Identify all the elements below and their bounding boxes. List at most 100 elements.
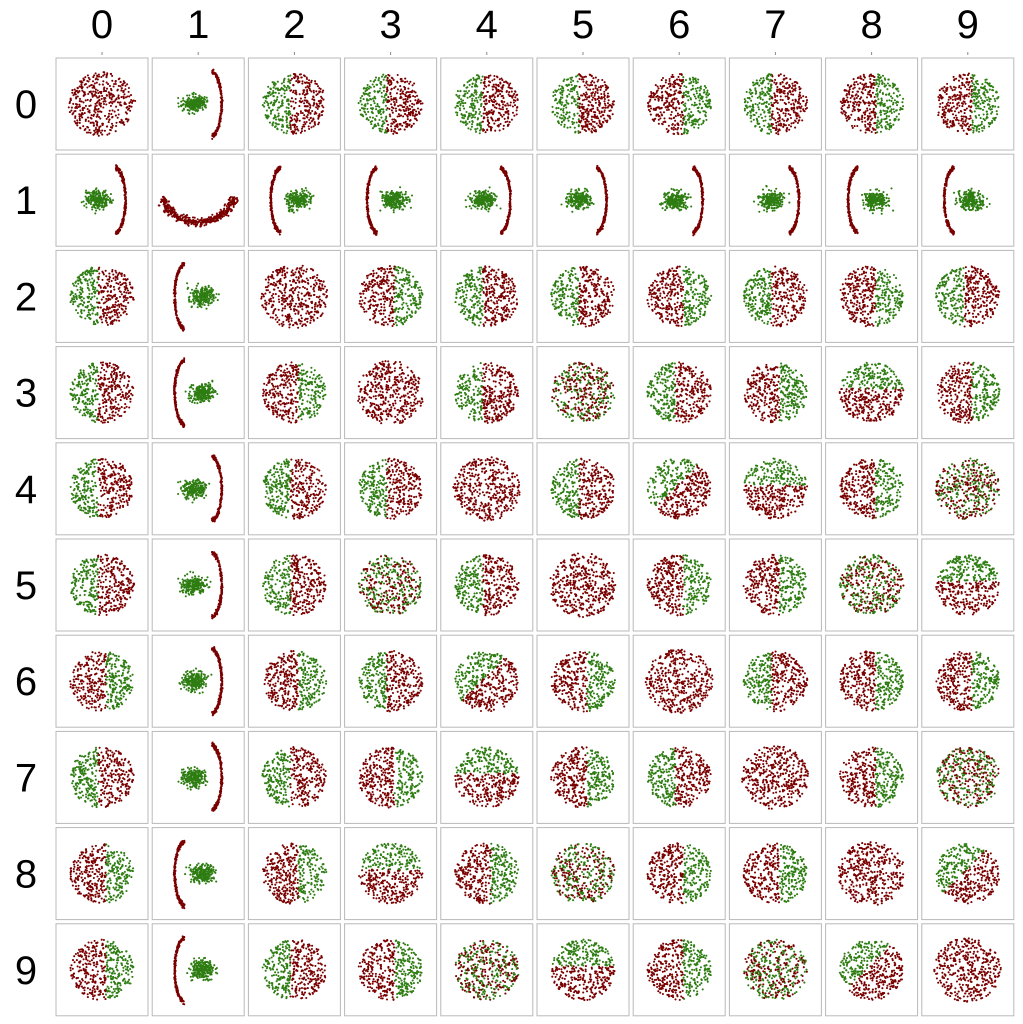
scatter-point bbox=[688, 77, 691, 80]
scatter-point bbox=[599, 85, 602, 88]
scatter-point bbox=[698, 99, 701, 102]
scatter-point bbox=[409, 119, 412, 122]
scatter-point bbox=[848, 93, 851, 96]
scatter-point bbox=[493, 122, 496, 125]
scatter-point bbox=[672, 106, 675, 109]
scatter-point bbox=[485, 111, 488, 114]
scatter-point bbox=[943, 85, 946, 88]
scatter-point bbox=[475, 99, 479, 102]
scatter-point bbox=[563, 78, 566, 81]
scatter-point bbox=[159, 200, 162, 204]
scatter-point bbox=[129, 109, 132, 112]
scatter-point bbox=[365, 113, 368, 116]
scatter-point bbox=[937, 111, 940, 114]
scatter-point bbox=[567, 88, 570, 92]
scatter-point bbox=[483, 108, 486, 112]
scatter-point bbox=[570, 90, 574, 93]
scatter-point bbox=[102, 96, 106, 100]
scatter-point bbox=[767, 103, 771, 106]
scatter-point bbox=[120, 96, 123, 99]
scatter-point bbox=[97, 134, 100, 137]
scatter-point bbox=[891, 97, 894, 100]
scatter-point bbox=[220, 112, 223, 115]
scatter-point bbox=[985, 117, 988, 120]
row-label: 4 bbox=[15, 468, 37, 512]
scatter-point bbox=[108, 109, 111, 112]
scatter-point bbox=[785, 119, 788, 122]
scatter-point bbox=[844, 101, 847, 104]
scatter-point bbox=[878, 122, 881, 125]
scatter-point bbox=[128, 104, 131, 107]
scatter-point bbox=[767, 122, 770, 125]
scatter-point bbox=[111, 74, 114, 77]
scatter-point bbox=[874, 122, 877, 125]
scatter-point bbox=[757, 106, 760, 109]
scatter-point bbox=[860, 91, 863, 94]
scatter-point bbox=[310, 126, 313, 129]
scatter-point bbox=[985, 78, 988, 81]
scatter-point bbox=[123, 123, 126, 126]
scatter-point bbox=[766, 126, 769, 129]
scatter-point bbox=[969, 124, 972, 127]
scatter-point bbox=[876, 119, 879, 122]
scatter-point bbox=[216, 77, 219, 81]
scatter-point bbox=[973, 98, 976, 101]
scatter-point bbox=[694, 104, 697, 107]
scatter-point bbox=[592, 88, 595, 91]
scatter-point bbox=[303, 114, 306, 117]
scatter-point bbox=[363, 92, 366, 95]
scatter-point bbox=[379, 127, 382, 130]
scatter-point bbox=[944, 121, 947, 124]
scatter-point bbox=[769, 107, 772, 110]
scatter-point bbox=[502, 103, 505, 106]
scatter-point bbox=[757, 123, 760, 126]
scatter-point bbox=[303, 121, 306, 124]
scatter-point bbox=[978, 95, 981, 98]
scatter-point bbox=[81, 89, 84, 92]
scatter-point bbox=[655, 95, 658, 98]
scatter-point bbox=[381, 128, 384, 131]
scatter-point bbox=[883, 104, 886, 107]
scatter-point bbox=[506, 102, 509, 105]
scatter-point bbox=[101, 133, 104, 136]
scatter-point bbox=[97, 73, 100, 76]
scatter-point bbox=[470, 116, 473, 119]
scatter-point bbox=[101, 199, 104, 203]
scatter-point bbox=[486, 116, 489, 119]
scatter-point bbox=[103, 86, 106, 89]
scatter-point bbox=[100, 110, 103, 113]
scatter-point bbox=[198, 97, 201, 100]
scatter-point bbox=[85, 189, 88, 192]
scatter-point bbox=[650, 92, 653, 95]
scatter-point bbox=[779, 83, 782, 86]
scatter-point bbox=[971, 81, 974, 85]
scatter-point bbox=[698, 117, 701, 120]
scatter-point bbox=[749, 114, 752, 117]
scatter-point bbox=[216, 126, 219, 129]
scatter-point bbox=[117, 113, 120, 116]
scatter-point bbox=[205, 96, 208, 99]
scatter-point bbox=[674, 124, 677, 127]
scatter-point bbox=[869, 118, 873, 122]
scatter-point bbox=[286, 129, 289, 133]
scatter-point bbox=[863, 75, 866, 78]
scatter-point bbox=[504, 110, 507, 114]
scatter-point bbox=[588, 84, 591, 87]
column-label: 5 bbox=[572, 3, 594, 47]
scatter-point bbox=[280, 86, 283, 89]
scatter-point bbox=[563, 104, 566, 107]
scatter-point bbox=[482, 116, 486, 119]
scatter-point bbox=[949, 102, 952, 105]
scatter-point bbox=[670, 117, 673, 120]
scatter-point bbox=[311, 98, 314, 101]
scatter-point bbox=[965, 81, 968, 84]
scatter-point bbox=[280, 82, 283, 85]
scatter-point bbox=[975, 116, 978, 119]
column-label: 2 bbox=[283, 3, 305, 47]
scatter-point bbox=[89, 193, 92, 196]
scatter-point bbox=[466, 91, 469, 95]
scatter-point bbox=[964, 102, 967, 105]
scatter-point bbox=[791, 99, 794, 102]
scatter-point bbox=[971, 121, 974, 124]
scatter-point bbox=[868, 125, 872, 128]
